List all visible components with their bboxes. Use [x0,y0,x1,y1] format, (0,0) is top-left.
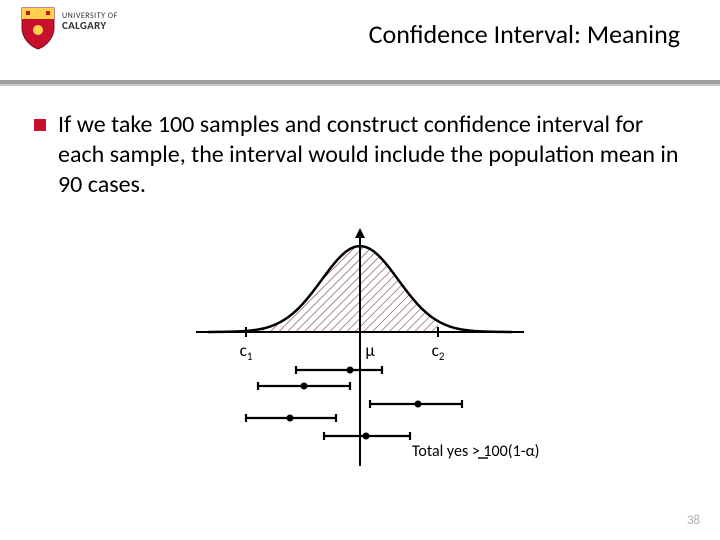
slide-body: If we take 100 samples and construct con… [0,84,720,474]
university-logo: UNIVERSITY OF CALGARY [20,6,118,50]
slide-header: UNIVERSITY OF CALGARY Confidence Interva… [0,0,720,84]
logo-text: UNIVERSITY OF CALGARY [62,12,118,32]
logo-line2: CALGARY [62,20,118,32]
diagram-container: c1 μ c2 Total yes > 100(1-α) [34,214,686,474]
page-number: 38 [687,513,700,528]
confidence-diagram: c1 μ c2 Total yes > 100(1-α) [150,214,570,474]
svg-text:c1: c1 [240,340,253,363]
bullet-marker-icon [34,119,46,131]
slide-title: Confidence Interval: Meaning [369,18,680,50]
bullet-item: If we take 100 samples and construct con… [34,110,686,200]
svg-text:μ: μ [365,340,375,361]
bullet-text: If we take 100 samples and construct con… [58,110,686,200]
svg-text:c2: c2 [432,340,445,363]
shield-icon [20,6,56,50]
svg-text:Total yes > 100(1-α): Total yes > 100(1-α) [412,442,540,461]
